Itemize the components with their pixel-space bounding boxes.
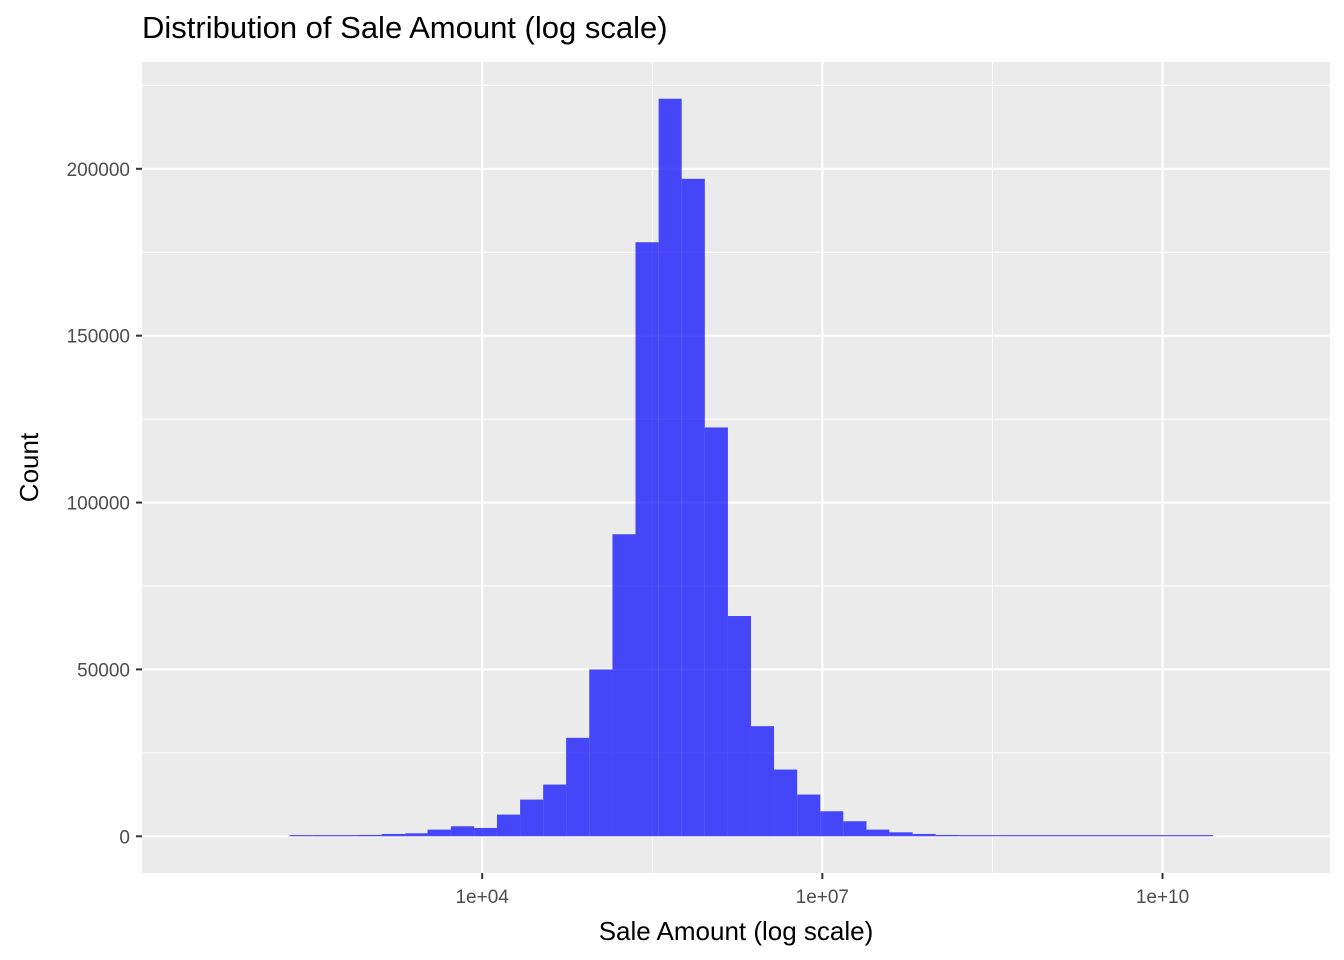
histogram-bar xyxy=(335,835,360,837)
histogram-bar xyxy=(1051,835,1075,837)
histogram-bar xyxy=(1167,835,1191,837)
histogram-bar xyxy=(889,832,913,837)
histogram-bar xyxy=(405,833,428,837)
histogram-bars xyxy=(289,98,1214,837)
histogram-bar xyxy=(981,835,1006,837)
x-axis-title: Sale Amount (log scale) xyxy=(599,916,874,946)
histogram-bar xyxy=(912,833,936,837)
histogram-bar xyxy=(1074,835,1098,837)
histogram-bar xyxy=(1097,835,1121,837)
histogram-bar xyxy=(681,178,705,837)
histogram-bar xyxy=(289,835,313,837)
histogram-bar xyxy=(635,242,659,837)
y-tick-label: 100000 xyxy=(67,494,130,515)
y-tick-label: 50000 xyxy=(77,660,130,681)
histogram-bar xyxy=(1027,835,1052,837)
histogram-bar xyxy=(381,833,406,837)
histogram-bar xyxy=(520,799,544,837)
histogram-bar xyxy=(450,826,475,837)
y-tick-label: 200000 xyxy=(67,160,130,181)
histogram-bar xyxy=(820,811,844,837)
histogram-bar xyxy=(612,534,636,837)
histogram-bar xyxy=(727,616,752,837)
histogram-bar xyxy=(1190,835,1214,837)
histogram-bar xyxy=(843,821,867,837)
histogram-bar xyxy=(1005,835,1028,837)
histogram-bar xyxy=(935,834,959,837)
histogram-bar xyxy=(866,829,890,837)
histogram-bar xyxy=(589,669,613,837)
chart-title: Distribution of Sale Amount (log scale) xyxy=(142,10,668,45)
y-axis-title: Count xyxy=(14,432,44,502)
histogram-bar xyxy=(774,769,798,837)
histogram-bar xyxy=(958,835,982,837)
histogram-bar xyxy=(427,829,451,837)
y-tick-label: 150000 xyxy=(67,327,130,348)
histogram-bar xyxy=(658,98,682,837)
y-tick-label: 0 xyxy=(119,827,130,848)
histogram-bar xyxy=(312,835,336,837)
x-tick-label: 1e+04 xyxy=(455,887,509,908)
histogram-bar xyxy=(566,737,590,837)
histogram-bar xyxy=(474,827,497,837)
histogram-bar xyxy=(496,814,521,837)
histogram-bar xyxy=(797,794,821,837)
histogram-bar xyxy=(1120,835,1144,837)
axis-ticks: 1e+04 1e+07 1e+10 0 50000 100000 150000 200000 xyxy=(67,160,1190,908)
histogram-bar xyxy=(704,427,728,837)
histogram-bar xyxy=(543,784,567,837)
histogram-bar xyxy=(359,834,382,837)
histogram-bar xyxy=(1143,835,1168,837)
x-tick-label: 1e+07 xyxy=(796,887,849,908)
x-tick-label: 1e+10 xyxy=(1136,887,1189,908)
histogram-bar xyxy=(751,726,775,837)
